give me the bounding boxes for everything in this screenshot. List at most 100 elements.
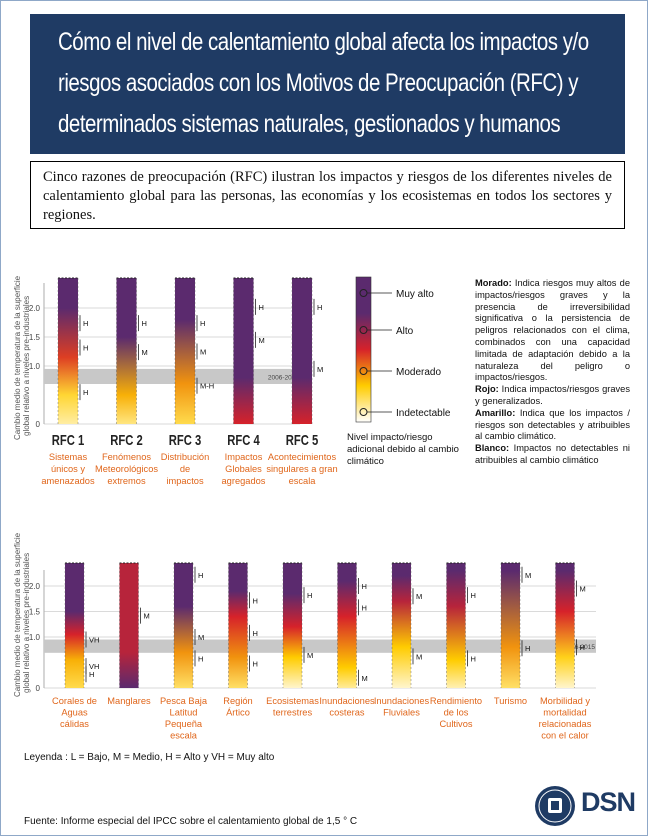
note-red: Rojo: Indica impactos/riesgos graves y g… [475, 384, 630, 406]
column-bar [292, 278, 312, 424]
column-label: Rendimiento [430, 696, 482, 706]
column-label: escala [170, 731, 198, 741]
column-bar [555, 563, 575, 688]
note-purple: Morado: Indica riesgos muy altos de impa… [475, 278, 630, 383]
scale-level: Alto [359, 326, 414, 337]
level-label: Muy alto [396, 289, 434, 300]
column: H H H RFC 1 Sistemas únicos y amenazados [41, 277, 95, 486]
period-band [44, 368, 300, 384]
confidence-label: M [525, 571, 531, 580]
y-tick-label: 1.0 [29, 362, 41, 371]
scale-level: Indetectable [359, 408, 451, 419]
column-label: mortalidad [543, 708, 586, 718]
column-bar [116, 278, 137, 424]
column-label: Ártico [226, 708, 250, 718]
y-tick-label: 1.5 [29, 333, 41, 342]
confidence-label: H [525, 644, 530, 653]
column-label: Distribución [161, 452, 210, 462]
column-label: de los [444, 708, 469, 718]
confidence-label: H [362, 582, 367, 591]
confidence-label: H [89, 670, 94, 679]
column-label: amenazados [41, 476, 95, 486]
note-yellow: Amarillo: Indica que los impactos / ries… [475, 407, 630, 442]
confidence-label: M [580, 585, 586, 594]
confidence-label: M [416, 652, 422, 661]
intro-box: Cinco razones de preocupación (RFC) ilus… [30, 161, 625, 229]
color-notes: Morado: Indica riesgos muy altos de impa… [475, 278, 630, 467]
column: H M M-H RFC 3 Distribución de impactos [161, 277, 214, 486]
column-label: Latitud [170, 708, 198, 718]
confidence-label: H [362, 603, 367, 612]
confidence-label: M [307, 651, 313, 660]
confidence-label: H [198, 654, 203, 663]
column: M Manglares [107, 562, 151, 706]
column: M H Turismo [494, 562, 531, 706]
scale-level: Muy alto [359, 289, 434, 300]
column-label: Morbilidad y [540, 696, 590, 706]
rfc-code: RFC 1 [52, 431, 84, 448]
level-label: Indetectable [396, 408, 451, 419]
period-label: 2006-2015 [268, 374, 299, 381]
column-label: Corales de [52, 696, 97, 706]
logo-text: DSN [581, 787, 636, 817]
confidence-label: H [142, 319, 147, 328]
column-label: Impactos [225, 452, 263, 462]
confidence-label: H [307, 591, 312, 600]
confidence-label: VH [89, 636, 99, 645]
column-label: Región [223, 696, 252, 706]
confidence-label: M-H [200, 382, 214, 391]
level-label: Moderado [396, 367, 441, 378]
confidence-label: H [200, 319, 205, 328]
column-bar [283, 563, 302, 688]
column-label: Turismo [494, 696, 527, 706]
confidence-label: H [471, 654, 476, 663]
column-label: impactos [166, 476, 204, 486]
rfc-code: RFC 3 [169, 431, 201, 448]
column-label: Fenómenos [102, 452, 151, 462]
column-bar [65, 563, 84, 688]
column-label: Globales [225, 464, 262, 474]
column-bar [501, 563, 520, 688]
column-bar [228, 563, 248, 688]
y-axis-label-bottom-1: Cambio medio de temperatura de la superf… [13, 532, 22, 697]
column-bar [119, 563, 139, 688]
confidence-label: M [259, 336, 265, 345]
column-label: Inundaciones [319, 696, 375, 706]
confidence-label: M [144, 612, 150, 621]
column-label: Cultivos [439, 719, 472, 729]
column: H M Ecosistemas terrestres [266, 562, 319, 718]
rfc-code: RFC 4 [227, 431, 260, 448]
column-label: Manglares [107, 696, 151, 706]
column-label: únicos y [51, 464, 85, 474]
column-label: Ecosistemas [266, 696, 319, 706]
column: H H M Inundaciones costeras [319, 562, 375, 718]
y-axis-label-top-1: Cambio medio de temperatura de la superf… [13, 275, 22, 440]
y-tick-label: 2.0 [29, 304, 41, 313]
column: H M RFC 4 Impactos Globales agregados [222, 277, 266, 486]
y-tick-label: 0 [36, 684, 41, 693]
confidence-label: H [83, 343, 88, 352]
rfc-code: RFC 5 [286, 431, 318, 448]
y-tick-label: 1.0 [29, 633, 41, 642]
confidence-label: H [253, 660, 258, 669]
column-label: cálidas [60, 719, 89, 729]
confidence-label: H [198, 571, 203, 580]
confidence-label: H [83, 319, 88, 328]
column-label: terrestres [273, 708, 313, 718]
scale-legend: Muy alto Alto Moderado Indetectable Nivel i… [347, 276, 459, 467]
scale-caption-2: adicional debido al cambio [347, 444, 459, 455]
rfc-panel: 2.0 1.5 1.0 0 2006-2015 H H H RFC 1 Sistemas único… [29, 277, 338, 486]
column-label: Inundaciones [374, 696, 430, 706]
column-bar [174, 563, 193, 688]
column-bar [392, 563, 411, 688]
scale-level: Moderado [359, 367, 441, 378]
column-label: escala [289, 476, 317, 486]
confidence-label: H [259, 303, 264, 312]
confidence-label: VH [89, 662, 99, 671]
seal-icon [535, 786, 575, 826]
dsn-logo: DSN [534, 785, 636, 829]
